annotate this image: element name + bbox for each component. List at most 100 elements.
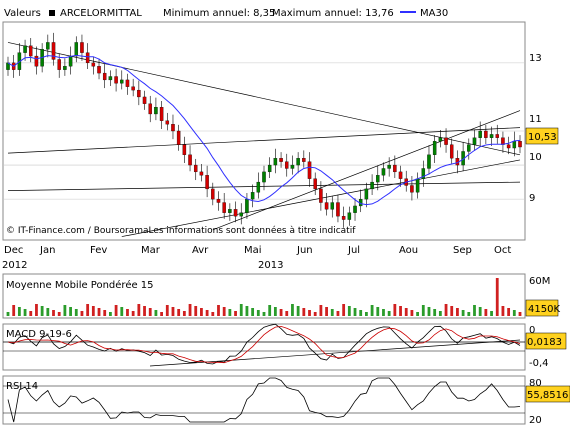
volume-bar <box>336 311 340 316</box>
candle-body <box>518 141 522 148</box>
volume-last-box <box>525 299 559 317</box>
stock-legend-marker <box>49 10 55 16</box>
volume-bar <box>376 307 380 316</box>
rsi-panel: RSI 14 80 20 55,8516 <box>2 375 570 426</box>
candle-body <box>438 137 443 142</box>
candle-body <box>29 45 33 57</box>
candle-body <box>313 178 317 190</box>
candle-body <box>381 168 386 176</box>
candle-body <box>211 188 215 200</box>
x-tick-label: Avr <box>192 245 209 256</box>
candle-body <box>228 209 232 213</box>
candle-body <box>63 66 67 70</box>
volume-bar <box>353 308 357 316</box>
candle-body <box>193 164 198 173</box>
candle-body <box>273 158 278 166</box>
macd-y-tick: 0 <box>529 325 535 336</box>
volume-bar <box>456 308 459 316</box>
candle-body <box>478 130 482 138</box>
year-label: 2013 <box>258 260 283 271</box>
candles <box>6 32 522 228</box>
volume-bar <box>495 278 499 316</box>
ma30-legend-label: MA30 <box>420 8 448 19</box>
signal-line <box>7 325 521 364</box>
volume-bar <box>262 312 266 316</box>
volume-bar <box>490 311 493 316</box>
x-tick-label: Mar <box>141 245 161 256</box>
x-axis: Dec Jan Fev Mar Avr Mai Jun Jul Aou Sep … <box>2 245 511 271</box>
candle-body <box>347 212 352 220</box>
volume-bar <box>188 304 192 316</box>
y-tick-label: 13 <box>529 53 542 64</box>
candle-body <box>188 154 192 166</box>
candle-body <box>46 42 50 50</box>
minimum-annuel: Minimum annuel: 8,35 <box>163 8 275 19</box>
candle-body <box>114 76 118 84</box>
candle-body <box>80 42 84 53</box>
x-tick-label: Mai <box>244 245 262 256</box>
volume-bar <box>114 305 118 316</box>
volume-bar <box>194 306 198 316</box>
volume-bar <box>52 310 55 316</box>
volume-bar <box>205 310 209 316</box>
volume-bar <box>103 310 107 316</box>
candle-body <box>449 144 454 159</box>
volume-bar <box>319 305 323 316</box>
volume-bar <box>17 307 21 316</box>
volume-bar <box>91 306 95 316</box>
volume-bar <box>313 312 317 316</box>
ma30-line <box>7 54 521 206</box>
volume-bar <box>427 307 431 316</box>
volume-bar <box>177 309 181 316</box>
volume-bar <box>228 309 232 316</box>
candle-body <box>262 171 266 183</box>
volume-bar <box>29 311 33 316</box>
candle-body <box>91 62 96 67</box>
candle-body <box>51 42 56 60</box>
macd-last-box <box>525 332 567 350</box>
volume-bar <box>23 309 27 316</box>
candle-body <box>370 181 374 190</box>
volume-bar <box>325 307 328 316</box>
volume-bar <box>46 308 50 316</box>
candle-body <box>137 89 141 98</box>
volume-bar <box>285 311 289 316</box>
candle-body <box>23 45 27 53</box>
rsi-y-tick: 20 <box>529 415 542 426</box>
volume-bar <box>421 305 425 316</box>
volume-panel-title: Moyenne Mobile Pondérée 15 <box>6 279 154 291</box>
y-tick-label: 9 <box>529 193 535 204</box>
candle-body <box>285 161 289 169</box>
volume-bar <box>512 310 516 316</box>
volume-bar <box>302 308 306 316</box>
rsi-last-box <box>525 385 570 403</box>
header: Valeurs ARCELORMITTAL Minimum annuel: 8,… <box>4 8 448 19</box>
candle-body <box>302 158 306 162</box>
volume-bar <box>438 311 442 316</box>
candle-body <box>296 158 300 166</box>
volume-bar <box>6 312 10 316</box>
candle-body <box>216 198 221 203</box>
y-tick-label: 11 <box>529 114 542 125</box>
volume-bar <box>154 310 158 316</box>
candle-body <box>57 59 61 70</box>
volume-bar <box>256 310 260 316</box>
volume-bar <box>69 307 72 316</box>
volume-bar <box>347 306 351 316</box>
candle-body <box>387 164 391 169</box>
trendline <box>7 127 521 154</box>
candle-body <box>290 164 295 169</box>
volume-bar <box>370 305 374 316</box>
volume-bar <box>211 312 215 316</box>
macd-trendline <box>149 339 521 367</box>
candle-body <box>421 168 426 179</box>
candle-body <box>307 161 312 179</box>
candle-body <box>330 202 335 210</box>
candle-body <box>131 86 135 91</box>
candle-body <box>324 202 329 210</box>
candle-body <box>74 42 79 57</box>
candle-body <box>108 76 113 81</box>
macd-panel-title: MACD 9-19-6 <box>6 329 72 340</box>
volume-bar <box>279 309 283 316</box>
